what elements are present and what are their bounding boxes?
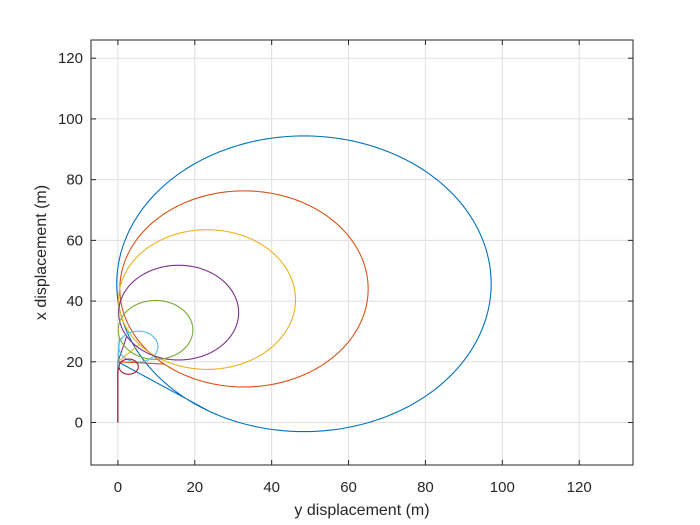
x-tick-label: 60	[340, 479, 357, 496]
axes-box	[90, 39, 634, 466]
series-line-2	[117, 190, 369, 423]
y-tick-label: 120	[58, 50, 83, 67]
grid	[91, 40, 633, 465]
series-line-3	[117, 229, 297, 423]
y-tick-label: 100	[58, 111, 83, 128]
series-line-1	[116, 135, 492, 433]
ticks: 0 20 40 60 80 100 120 0 20 40 60 80 100 120	[58, 40, 633, 496]
x-tick-label: 0	[114, 479, 122, 496]
x-tick-label: 120	[567, 479, 592, 496]
x-tick-label: 80	[417, 479, 434, 496]
y-tick-label: 60	[66, 232, 83, 249]
x-axis-label: y displacement (m)	[294, 502, 429, 519]
y-tick-label: 80	[66, 172, 83, 189]
series-line-5	[117, 299, 194, 423]
series-line-7	[117, 358, 139, 423]
x-tick-label: 100	[490, 479, 515, 496]
x-tick-label: 20	[186, 479, 203, 496]
y-tick-label: 20	[66, 354, 83, 371]
y-tick-label: 40	[66, 293, 83, 310]
y-tick-label: 0	[75, 415, 83, 432]
y-axis-label: x displacement (m)	[33, 185, 50, 320]
series-line-6	[117, 330, 159, 423]
x-tick-label: 40	[263, 479, 280, 496]
series-group	[116, 135, 492, 433]
series-line-4	[117, 264, 240, 423]
